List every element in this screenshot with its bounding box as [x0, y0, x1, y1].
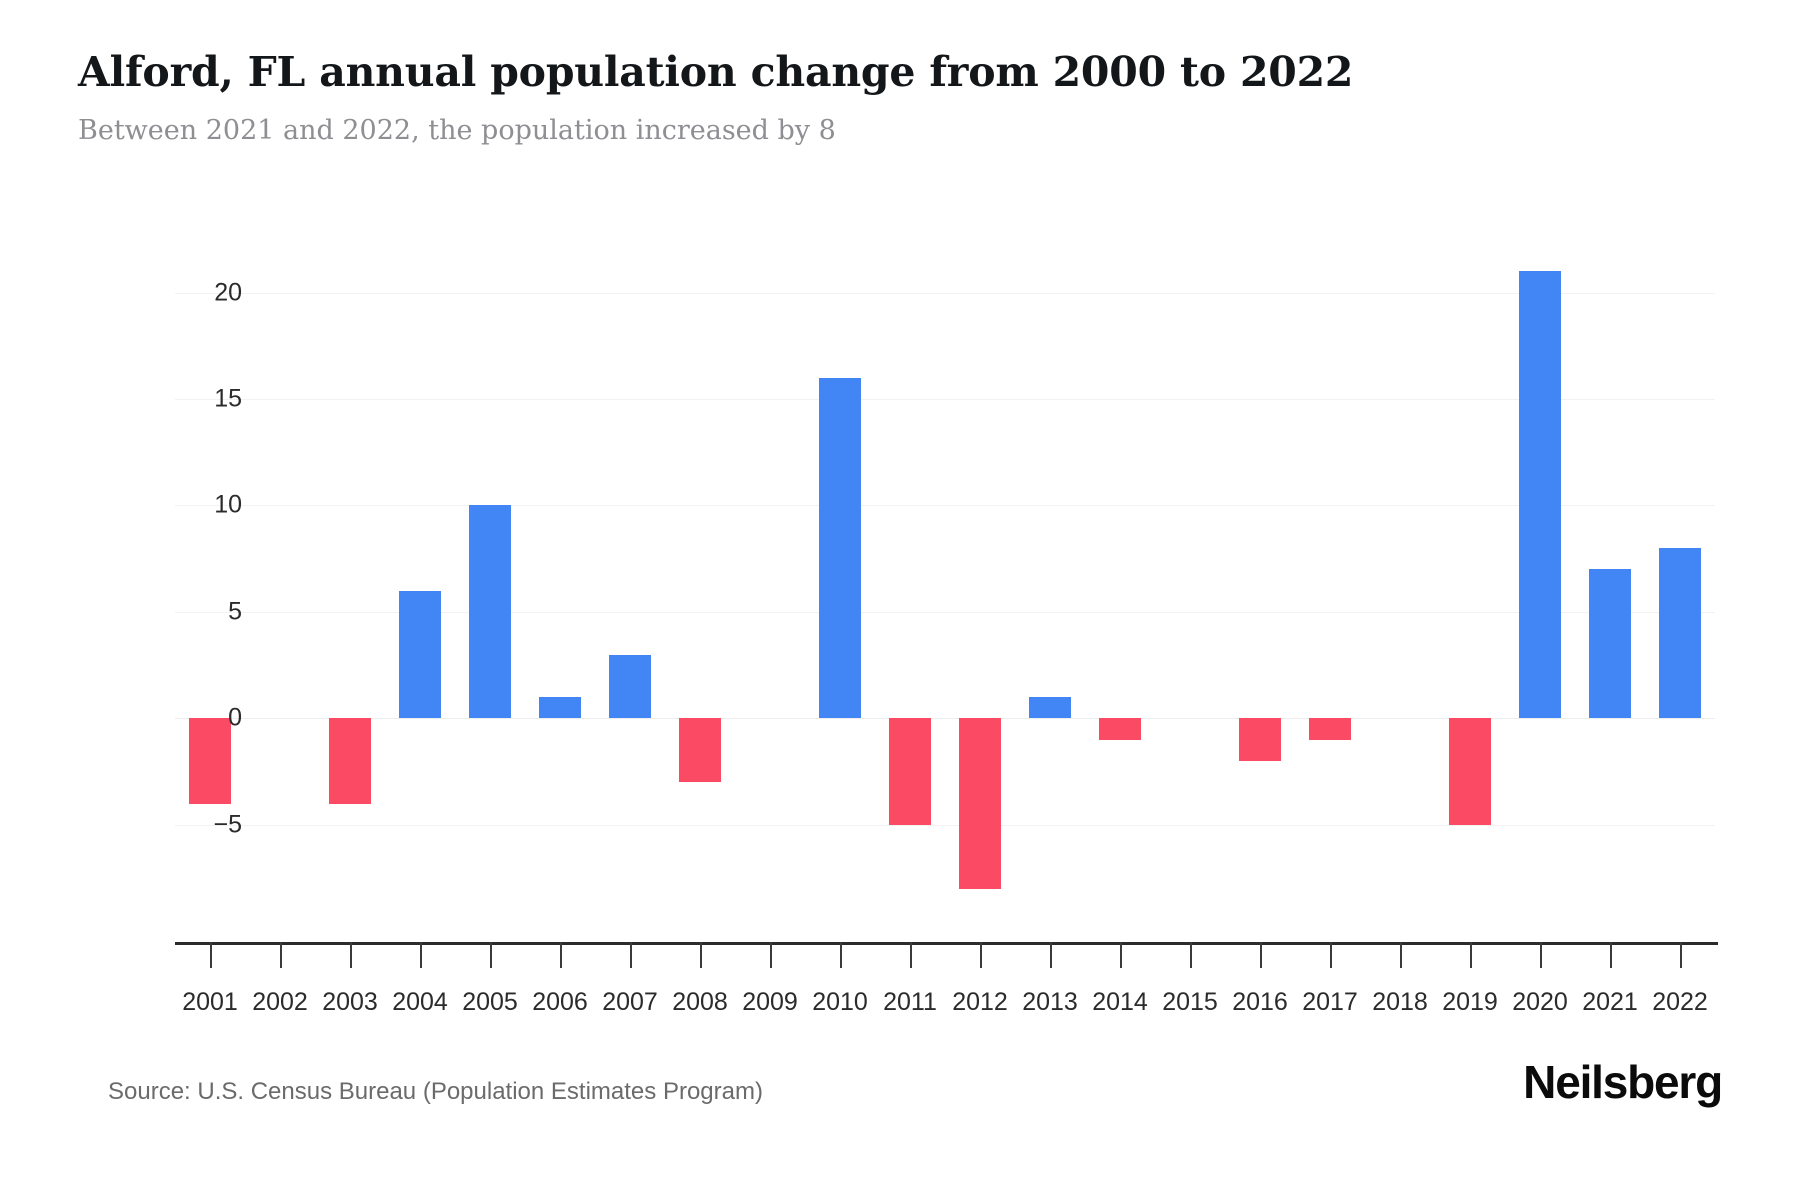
x-axis-tick-label-2018: 2018 [1372, 988, 1428, 1016]
bar-2017[interactable] [1309, 718, 1351, 740]
gridline [175, 611, 1715, 613]
bar-2014[interactable] [1099, 718, 1141, 740]
y-axis-tick-label: −5 [213, 810, 242, 839]
x-axis-tick-label-2014: 2014 [1092, 988, 1148, 1016]
bar-2003[interactable] [329, 718, 371, 804]
x-axis-tick-label-2015: 2015 [1162, 988, 1218, 1016]
source-note: Source: U.S. Census Bureau (Population E… [108, 1078, 763, 1105]
gridline [175, 292, 1715, 294]
bar-2016[interactable] [1239, 718, 1281, 761]
x-axis-tick-label-2001: 2001 [182, 988, 238, 1016]
x-axis-tick [980, 942, 982, 968]
x-axis-tick-label-2009: 2009 [742, 988, 798, 1016]
x-axis-tick-label-2006: 2006 [532, 988, 588, 1016]
zero-baseline [175, 718, 1715, 720]
x-axis-tick-label-2008: 2008 [672, 988, 728, 1016]
x-axis-tick [770, 942, 772, 968]
x-axis-tick-label-2017: 2017 [1302, 988, 1358, 1016]
x-axis-tick-label-2005: 2005 [462, 988, 518, 1016]
bar-2004[interactable] [399, 590, 441, 719]
gridline [175, 824, 1715, 826]
x-axis-tick [840, 942, 842, 968]
chart-subtitle: Between 2021 and 2022, the population in… [78, 115, 836, 147]
y-axis-tick-label: 10 [214, 490, 242, 519]
x-axis-tick-label-2007: 2007 [602, 988, 658, 1016]
x-axis-tick [1050, 942, 1052, 968]
x-axis-tick [1330, 942, 1332, 968]
gridline [175, 505, 1715, 507]
x-axis-tick [350, 942, 352, 968]
x-axis-tick [280, 942, 282, 968]
x-axis-tick [490, 942, 492, 968]
gridline [175, 399, 1715, 401]
x-axis-tick-label-2016: 2016 [1232, 988, 1288, 1016]
x-axis-tick-label-2004: 2004 [392, 988, 448, 1016]
bar-2022[interactable] [1659, 548, 1701, 719]
x-axis-tick-label-2010: 2010 [812, 988, 868, 1016]
x-axis-tick [1680, 942, 1682, 968]
bar-2001[interactable] [189, 718, 231, 804]
x-axis-tick [630, 942, 632, 968]
y-axis-tick-label: 20 [214, 278, 242, 307]
x-axis-tick-label-2022: 2022 [1652, 988, 1708, 1016]
y-axis-tick-label: 5 [228, 597, 242, 626]
x-axis-tick-label-2013: 2013 [1022, 988, 1078, 1016]
bar-2008[interactable] [679, 718, 721, 783]
bars-group [175, 250, 1715, 910]
chart-header: Alford, FL annual population change from… [78, 48, 1728, 148]
x-axis-tick [1190, 942, 1192, 968]
x-axis-tick [700, 942, 702, 968]
y-axis-tick-label: 0 [228, 703, 242, 732]
x-axis-tick [1400, 942, 1402, 968]
x-axis-tick [1610, 942, 1612, 968]
bar-2019[interactable] [1449, 718, 1491, 825]
bar-2006[interactable] [539, 697, 581, 719]
plot-area [175, 250, 1715, 910]
bar-2012[interactable] [959, 718, 1001, 889]
x-axis-tick-label-2021: 2021 [1582, 988, 1638, 1016]
bar-2007[interactable] [609, 654, 651, 719]
x-axis-tick-label-2002: 2002 [252, 988, 308, 1016]
page-title: Alford, FL annual population change from… [78, 48, 1354, 96]
x-axis-tick [560, 942, 562, 968]
x-axis-tick-label-2020: 2020 [1512, 988, 1568, 1016]
bar-2013[interactable] [1029, 697, 1071, 719]
bar-2020[interactable] [1519, 271, 1561, 719]
x-axis-tick [210, 942, 212, 968]
x-axis-tick [1540, 942, 1542, 968]
x-axis-tick [1120, 942, 1122, 968]
x-axis-tick [1260, 942, 1262, 968]
bar-2011[interactable] [889, 718, 931, 825]
bar-2010[interactable] [819, 377, 861, 719]
x-axis-tick-label-2011: 2011 [883, 988, 937, 1016]
x-axis-tick-label-2003: 2003 [322, 988, 378, 1016]
x-axis-tick [910, 942, 912, 968]
x-axis-line [175, 942, 1718, 945]
x-axis-tick-label-2012: 2012 [952, 988, 1008, 1016]
brand-logo: Neilsberg [1523, 1056, 1723, 1108]
y-axis-tick-label: 15 [214, 384, 242, 413]
bar-2021[interactable] [1589, 569, 1631, 719]
x-axis-tick-label-2019: 2019 [1442, 988, 1498, 1016]
bar-2005[interactable] [469, 505, 511, 719]
x-axis-tick [420, 942, 422, 968]
x-axis-tick [1470, 942, 1472, 968]
